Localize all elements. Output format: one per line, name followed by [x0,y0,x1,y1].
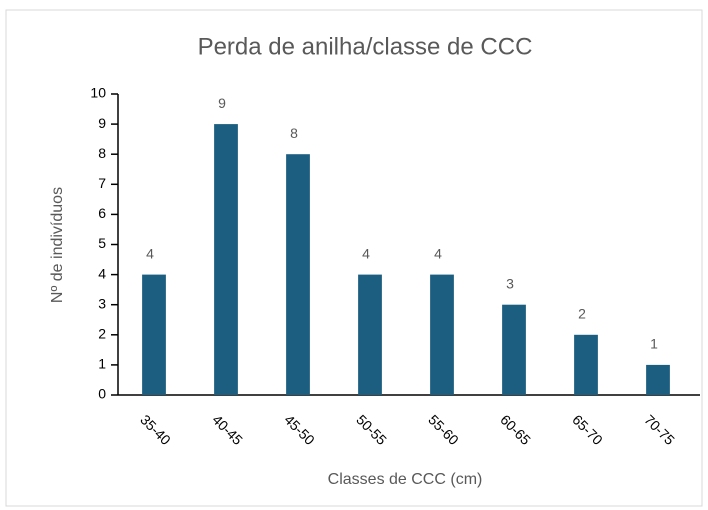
value-label: 3 [506,275,514,291]
bar [646,364,670,395]
y-tick-label: 7 [98,175,106,191]
y-tick-label: 6 [98,205,106,221]
value-label: 2 [578,306,586,322]
value-label: 4 [146,245,154,261]
chart-border [5,9,703,507]
y-tick-label: 5 [98,235,106,251]
y-tick-label: 8 [98,145,106,161]
bar [358,274,382,395]
y-tick-label: 9 [98,115,106,131]
bar [430,274,454,395]
y-tick-label: 1 [98,356,106,372]
y-tick-label: 2 [98,326,106,342]
bar [214,124,238,395]
x-axis-label: Classes de CCC (cm) [328,471,483,488]
chart-title: Perda de anilha/classe de CCC [198,33,533,60]
y-tick-label: 10 [90,85,106,101]
value-label: 4 [434,245,442,261]
y-tick-label: 3 [98,295,106,311]
value-label: 9 [218,95,226,111]
y-tick-label: 0 [98,386,106,402]
value-label: 8 [290,125,298,141]
y-axis-label: Nº de indivíduos [49,187,66,303]
bar [502,304,526,395]
value-label: 4 [362,245,370,261]
y-tick-label: 4 [98,265,106,281]
value-label: 1 [650,336,658,352]
bar [574,334,598,395]
bar [142,274,166,395]
bar [286,154,310,395]
